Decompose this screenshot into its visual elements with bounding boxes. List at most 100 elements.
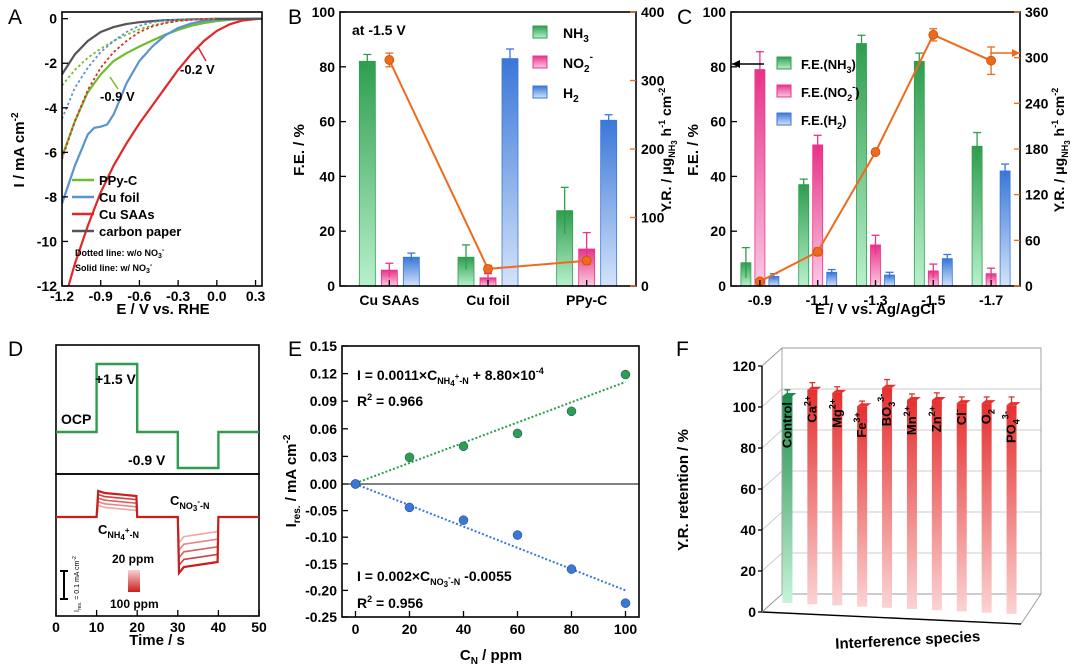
panel-f-gridline-side — [761, 511, 783, 531]
panel-f-gridline-side — [761, 388, 783, 408]
label-ocp: OCP — [61, 411, 91, 427]
panel-b-yield-point — [483, 263, 493, 274]
panel-b-yield-point — [384, 55, 395, 65]
panel-b-bar-h2 — [501, 58, 519, 287]
panel-b-category-label: Cu foil — [466, 292, 510, 308]
data-point-nh4 — [512, 428, 523, 439]
panel-c-y2tick-label: 180 — [1025, 141, 1049, 157]
panel-c-ytick-label: 100 — [703, 4, 727, 20]
panel-label-d: D — [8, 338, 23, 361]
lsv-curve-cu-foil — [62, 17, 262, 204]
panel-label-b: B — [288, 6, 302, 29]
panel-b-ytick-label: 100 — [312, 4, 336, 20]
fit-r2-no3: R2 = 0.956 — [357, 594, 423, 611]
panel-c-bar-f-e-nh3- — [798, 184, 810, 287]
panel-f-retention: 0 20 40 60 80 100 120 Control Ca2+ Mg2+ Fe3+ BO33-… — [675, 347, 1042, 653]
category-label: Control — [779, 402, 794, 448]
legend-swatch-nh3 — [532, 25, 548, 39]
panel-a-xtick-label: -0.9 — [89, 288, 113, 304]
label-c-nh4: CNH4+-N — [98, 522, 139, 542]
panel-c-y2label: Y.R. / μgNH3 h-1 cm-2 — [1050, 88, 1072, 213]
panel-b-bar-nh3 — [358, 60, 376, 287]
panel-a-frame — [61, 11, 263, 287]
panel-c-bars: -0.9 -1.1 -1.3 -1.5 -1.7 0 20 40 60 80 100 0 60 120 18… — [685, 4, 1072, 318]
panel-e-ytick-label: 0.12 — [310, 366, 337, 382]
legend-label-h2: H2 — [563, 85, 579, 105]
panel-c-yield-point — [986, 55, 996, 66]
annotation-minus-0-2v: -0.2 V — [180, 62, 215, 77]
panel-f-ylabel: Y.R. retention / % — [675, 429, 692, 551]
panel-c-y2tick-label: 60 — [1025, 232, 1041, 248]
annotation-arrow-green — [109, 76, 119, 90]
data-point-no3 — [404, 502, 415, 513]
panel-a-legend: PPy-C Cu foil Cu SAAs carbon paper Dotte… — [72, 173, 181, 275]
panel-c-y2tick-label: 360 — [1025, 4, 1049, 20]
retention-bar-top — [782, 392, 797, 396]
retention-bar-top — [857, 403, 872, 407]
category-label: Fe3+ — [852, 412, 869, 437]
panel-c-y2tick-label: 240 — [1025, 95, 1049, 111]
panel-a-xlabel: E / V vs. RHE — [116, 301, 209, 318]
lsv-curve-carbon-paper — [62, 17, 262, 75]
panel-b-category-label: Cu SAAs — [359, 292, 419, 308]
retention-bar-top — [906, 397, 921, 401]
concentration-gradient — [128, 570, 140, 592]
panel-d-xtick-label: 10 — [89, 619, 105, 635]
panel-c-y2tick-label: 0 — [1025, 278, 1033, 294]
retention-bar-species — [906, 400, 917, 609]
panel-b-y2tick-label: 100 — [641, 210, 665, 226]
category-label: PO43- — [1001, 411, 1022, 443]
panel-c-ytick-label: 20 — [710, 223, 726, 239]
fit-equation-no3: I = 0.002×CNO3--N -0.0055 — [357, 568, 512, 589]
category-label: Cl- — [952, 409, 969, 425]
fit-equation-nh4: I = 0.0011×CNH4+-N + 8.80×10-4 — [357, 366, 544, 388]
panel-f-ytick-label: 20 — [740, 563, 756, 579]
legend-swatch-fe-no2 — [776, 84, 792, 98]
panel-d-xlabel: Time / s — [129, 632, 185, 649]
panel-d-bottom-frame — [55, 473, 260, 617]
panel-label-c: C — [677, 6, 692, 29]
panel-d-xtick-label: 30 — [170, 619, 186, 635]
panel-e-ytick-label: 0.15 — [310, 338, 337, 354]
panel-c-category-label: -0.9 — [748, 292, 772, 308]
data-point-nh4 — [404, 452, 415, 463]
panel-b-ytick-label: 20 — [319, 223, 335, 239]
panel-label-e: E — [288, 338, 302, 361]
panel-a-ytick-label: -2 — [45, 55, 58, 71]
panel-b-y2tick-label: 400 — [641, 4, 665, 20]
panel-e-calibration: -0.25 -0.20 -0.15 -0.10 -0.05 0.00 0.03 0.06 0.0… — [282, 338, 640, 667]
panel-f-ytick-label: 60 — [740, 481, 756, 497]
legend-swatch-no2 — [532, 55, 548, 69]
legend-swatch-h2 — [532, 85, 548, 99]
panel-label-f: F — [676, 338, 689, 361]
panel-e-xtick-label: 100 — [614, 621, 638, 637]
panel-f-gridline-side — [761, 470, 783, 490]
legend-label-carbon-paper: carbon paper — [99, 224, 181, 239]
label-plus-1-5v: +1.5 V — [95, 371, 137, 387]
panel-a-ylabel: I / mA cm-2 — [10, 112, 28, 187]
panel-b-yield-point — [581, 255, 592, 266]
legend-label-fe-no2: F.E.(NO2-) — [801, 82, 860, 103]
lsv-curve-cu-saas-w-o — [62, 17, 217, 160]
panel-e-ytick-label: -0.15 — [305, 556, 337, 572]
scale-label-100ppm: 100 ppm — [110, 597, 159, 611]
category-label: Mn2+ — [902, 406, 919, 435]
panel-c-yield-point — [928, 29, 939, 40]
data-point-no3 — [350, 479, 361, 489]
legend-swatch-fe-nh3 — [776, 56, 792, 70]
panel-a-lsv: -1.2 -0.9 -0.6 -0.3 0.0 0.3 -12 -10 -8 -6 -4 -2 0 -0… — [10, 11, 265, 318]
retention-bar-species — [931, 400, 942, 611]
scale-label-20ppm: 20 ppm — [112, 552, 154, 566]
panel-a-xtick-label: 0.0 — [207, 288, 227, 304]
fit-line-no3 — [355, 483, 626, 592]
panel-c-yield-point — [870, 147, 881, 157]
panel-c-ytick-label: 80 — [710, 59, 726, 75]
retention-bar-top — [981, 400, 996, 404]
panel-c-y2tick-label: 300 — [1025, 50, 1049, 66]
retention-bar-species — [857, 406, 868, 607]
panel-e-xtick-label: 60 — [510, 621, 526, 637]
legend-label-nh3: NH3 — [563, 25, 589, 45]
category-label: Ca2+ — [802, 396, 819, 423]
annotation-arrow-red — [197, 46, 207, 62]
